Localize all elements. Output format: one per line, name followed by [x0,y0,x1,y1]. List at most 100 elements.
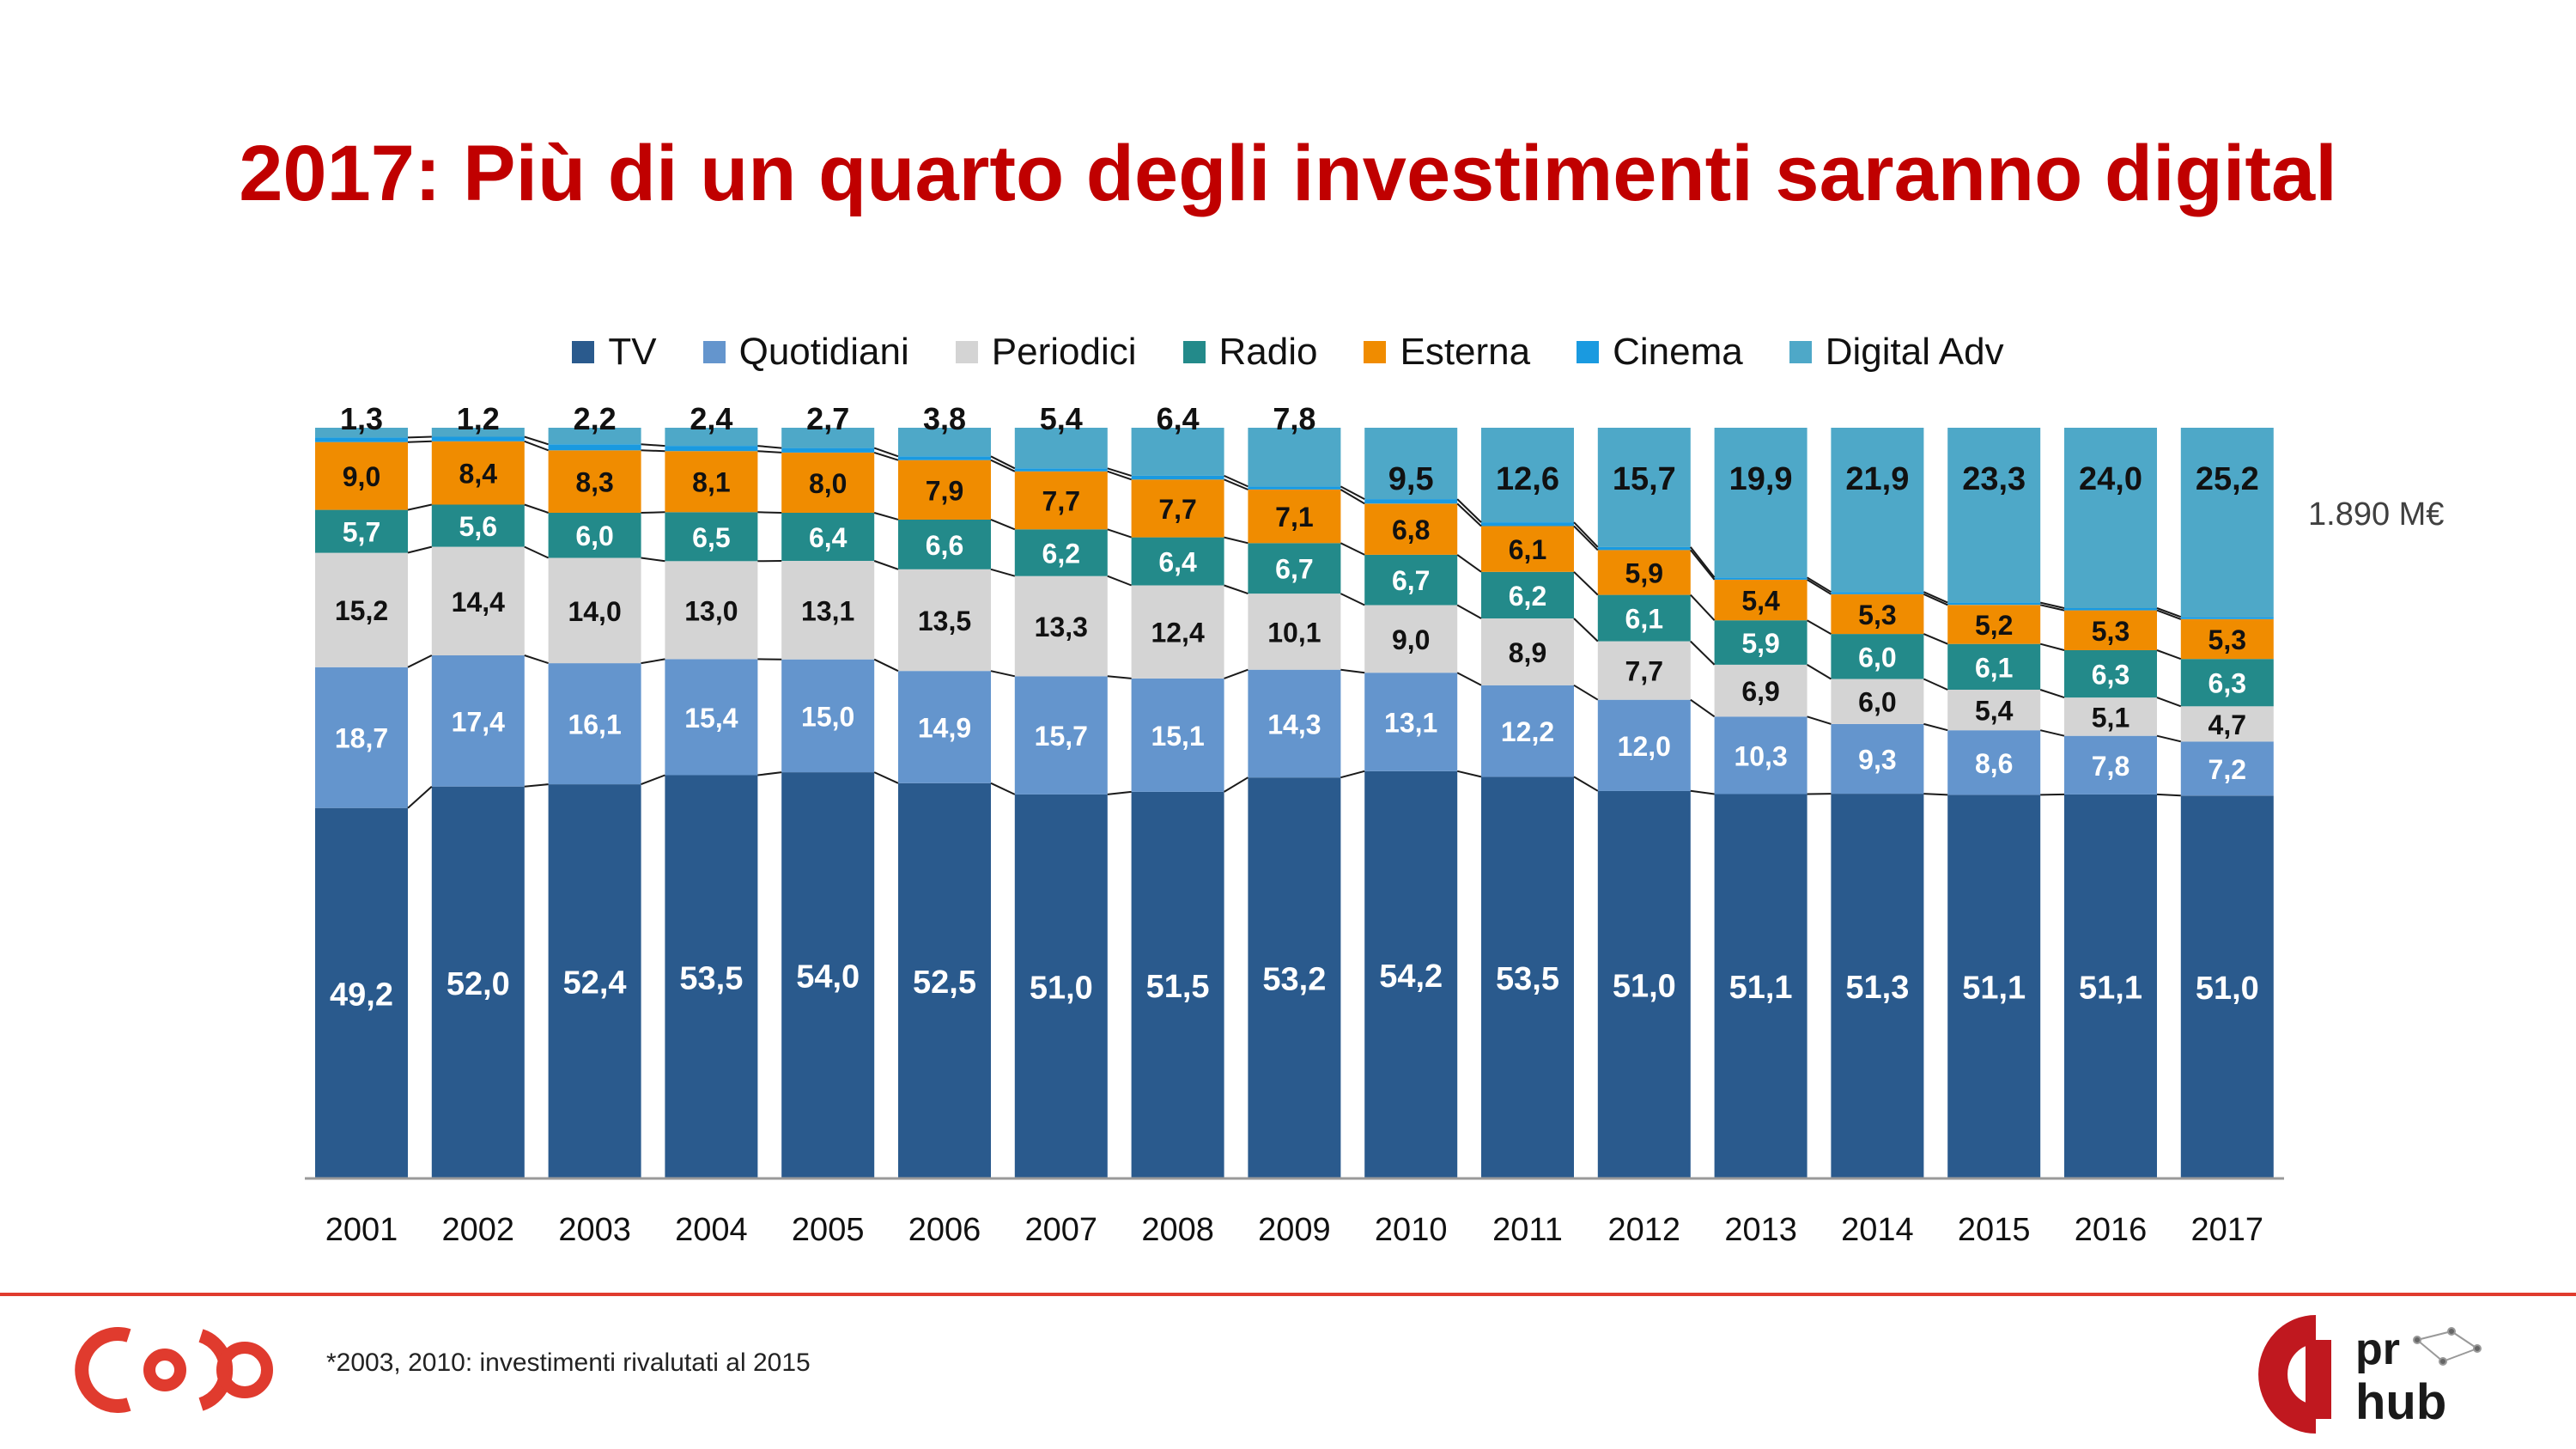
connector-line [1690,698,1716,718]
connector-line [1923,593,1948,606]
data-label: 5,3 [2092,616,2129,647]
bar-segment [1947,428,2041,603]
data-label: 12,6 [1496,461,1559,497]
bar-segment [665,659,758,776]
data-label: 13,0 [684,595,738,626]
x-tick-label: 2009 [1258,1212,1331,1248]
data-label: 6,4 [1158,547,1197,578]
connector-line [641,658,665,665]
bar-segment [1131,585,1224,679]
bar-segment [1481,526,1574,572]
data-label: 24,0 [2079,461,2142,497]
bar-segment [1831,428,1924,593]
connector-line [407,545,433,554]
bar-segment [431,655,525,787]
bar-segment [1597,594,1691,642]
connector-line [2156,734,2182,743]
connector-line [873,560,899,570]
bar-segment [548,450,641,513]
data-label: 6,3 [2092,660,2129,691]
connector-line [757,511,782,514]
bar-segment [1481,776,1574,1178]
legend-label: Digital Adv [1825,331,2004,373]
data-label: 6,0 [1858,642,1896,673]
connector-line [1690,594,1716,621]
legend-label: Quotidiani [738,331,909,373]
connector-line [1923,722,1948,732]
connector-line [2039,729,2065,737]
bar-segment [1131,537,1224,586]
connector-line [524,435,549,446]
connector-line [1807,715,1832,725]
bar-segment [1364,428,1458,500]
bar-segment [1481,571,1574,618]
data-label: 53,5 [679,960,743,996]
data-label: 5,9 [1625,558,1663,589]
bar-segment [2180,617,2274,619]
data-label: 8,1 [692,467,730,498]
bar-segment [1714,428,1807,578]
bar-segment [1597,546,1691,551]
bar-segment [1131,678,1224,792]
legend-swatch [1182,341,1206,363]
bar-segment [1131,479,1224,538]
logo-pr-text: pr [2355,1324,2400,1374]
bar-segment [2180,795,2274,1178]
bar-segment [431,786,525,1178]
x-tick-label: 2011 [1492,1212,1563,1248]
bar-segment [1364,673,1458,771]
x-tick-label: 2015 [1958,1212,2031,1248]
data-label: 5,1 [2092,702,2129,733]
connector-line [2156,697,2182,708]
bar-segment [898,519,991,569]
legend-swatch [702,341,726,363]
bar-segment [548,513,641,558]
connector-line [1224,776,1249,793]
bar-segment [1714,577,1807,580]
bar-segment [2064,610,2157,650]
bar-segment [1831,723,1924,795]
bar-segment [431,546,525,655]
data-label: 5,4 [1975,696,2014,727]
data-label: 52,4 [563,965,627,1002]
data-label: 7,9 [926,475,963,506]
bar-segment [781,513,875,561]
data-label: 52,0 [447,966,510,1002]
x-tick-label: 2007 [1025,1212,1098,1248]
x-tick-label: 2006 [908,1212,981,1248]
connector-line [1107,675,1132,679]
connector-line [1456,498,1482,523]
bar-segment [1714,716,1807,795]
company-logo-left [69,1327,275,1417]
bar-segment [1364,605,1458,673]
legend-label: TV [608,331,657,373]
connector-line [1224,584,1249,595]
connector-line [641,443,665,447]
logo-hub-text: hub [2355,1374,2446,1430]
data-label: 6,2 [1042,539,1080,569]
connector-line [757,450,782,454]
connector-line [873,512,899,521]
bar-segment [1364,503,1458,555]
data-label: 6,3 [2208,668,2246,699]
bar-segment [2180,659,2274,707]
bar-segment [2064,735,2157,795]
bar-segment [898,569,991,672]
legend-swatch [1577,341,1600,363]
connector-line [1224,474,1249,488]
bar-segment [1947,605,2041,644]
data-label: 6,4 [1157,401,1200,436]
bar-segment [315,807,408,1178]
bar-segment [2180,428,2274,618]
connector-line [757,445,782,449]
data-label: 7,8 [2092,751,2129,782]
legend-swatch [1789,341,1812,363]
x-tick-label: 2004 [675,1212,748,1248]
data-label: 54,2 [1379,959,1443,995]
connector-line [1923,793,1948,796]
connector-line [524,654,549,665]
bar-segment [1947,602,2041,606]
data-label: 6,7 [1392,565,1430,596]
connector-line [407,503,433,511]
connector-line [407,654,433,668]
